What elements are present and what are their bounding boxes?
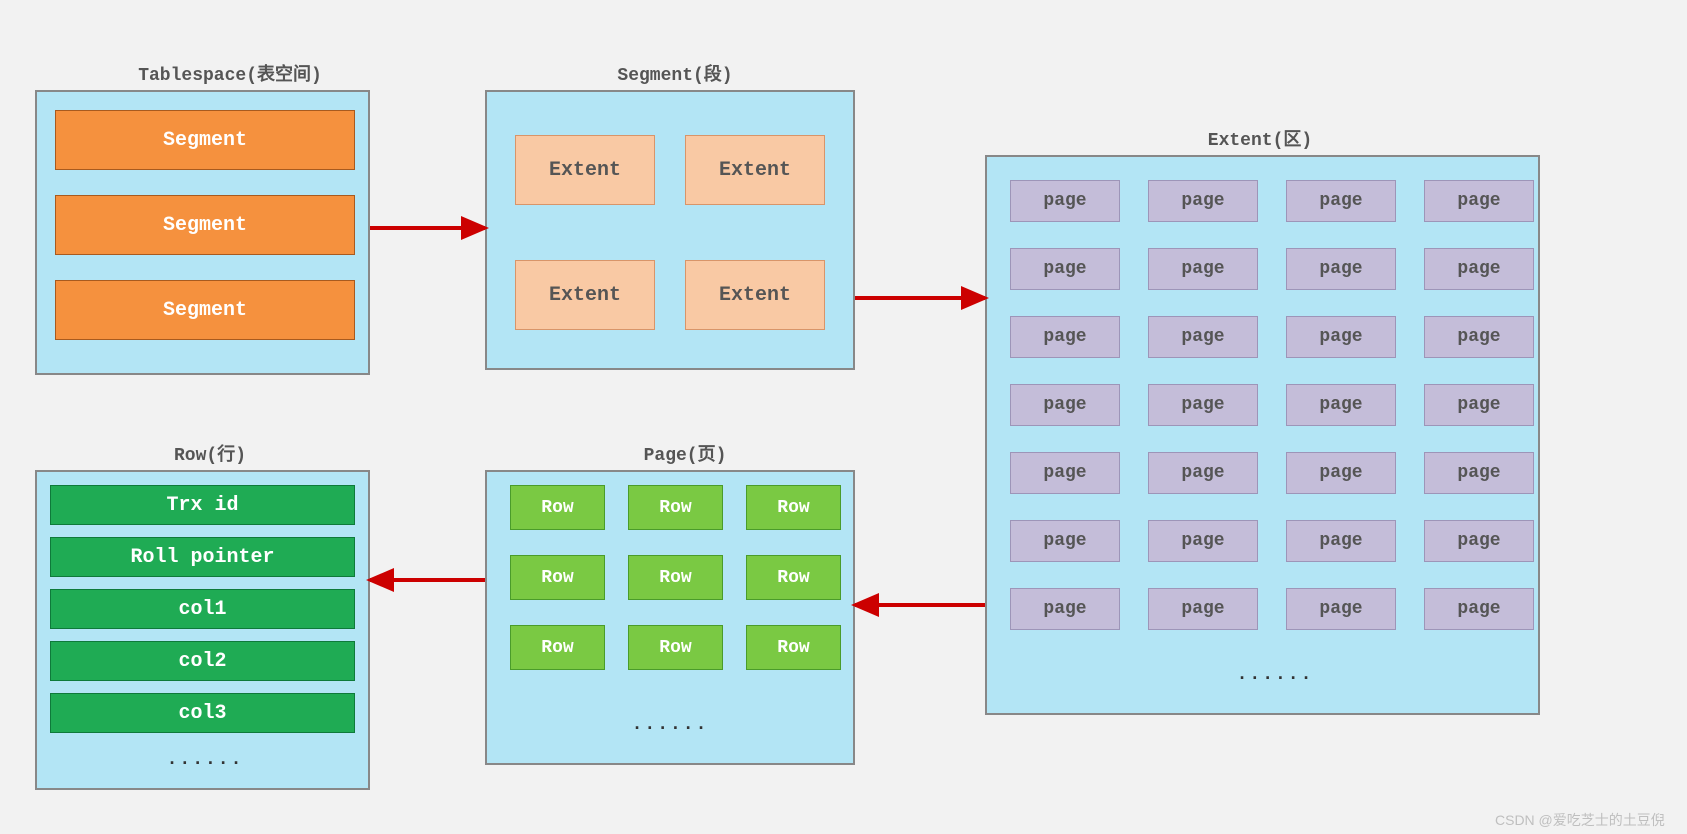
page-cell: page bbox=[1010, 248, 1120, 290]
page-cell: page bbox=[1286, 316, 1396, 358]
extent-item: Extent bbox=[515, 135, 655, 205]
page-cell: page bbox=[1148, 384, 1258, 426]
page-cell: page bbox=[1010, 384, 1120, 426]
extent-item: Extent bbox=[685, 135, 825, 205]
row-cell: Row bbox=[628, 625, 723, 670]
diagram-canvas: Tablespace(表空间) Segment(段) Extent(区) Page(页… bbox=[0, 0, 1687, 834]
page-cell: page bbox=[1424, 316, 1534, 358]
segment-title: Segment(段) bbox=[535, 60, 815, 86]
page-cell: page bbox=[1148, 520, 1258, 562]
row-cell: Row bbox=[510, 555, 605, 600]
page-cell: page bbox=[1286, 452, 1396, 494]
page-cell: page bbox=[1286, 588, 1396, 630]
row-cell: Row bbox=[628, 485, 723, 530]
page-ellipsis: ...... bbox=[610, 715, 730, 735]
row-cell: Row bbox=[510, 625, 605, 670]
segment-item: Segment bbox=[55, 280, 355, 340]
page-cell: page bbox=[1424, 588, 1534, 630]
page-cell: page bbox=[1286, 520, 1396, 562]
page-cell: page bbox=[1010, 316, 1120, 358]
page-cell: page bbox=[1286, 384, 1396, 426]
row-cell: Row bbox=[510, 485, 605, 530]
page-cell: page bbox=[1424, 520, 1534, 562]
page-cell: page bbox=[1010, 180, 1120, 222]
row-field: col2 bbox=[50, 641, 355, 681]
row-field: Trx id bbox=[50, 485, 355, 525]
segment-item: Segment bbox=[55, 110, 355, 170]
page-cell: page bbox=[1010, 452, 1120, 494]
page-cell: page bbox=[1010, 588, 1120, 630]
page-cell: page bbox=[1148, 248, 1258, 290]
tablespace-title: Tablespace(表空间) bbox=[90, 60, 370, 86]
extent-ellipsis: ...... bbox=[1200, 665, 1350, 685]
row-cell: Row bbox=[746, 625, 841, 670]
row-cell: Row bbox=[746, 485, 841, 530]
page-cell: page bbox=[1148, 316, 1258, 358]
page-cell: page bbox=[1424, 384, 1534, 426]
page-cell: page bbox=[1010, 520, 1120, 562]
page-cell: page bbox=[1424, 452, 1534, 494]
page-cell: page bbox=[1286, 180, 1396, 222]
page-cell: page bbox=[1286, 248, 1396, 290]
extent-title: Extent(区) bbox=[1120, 125, 1400, 151]
watermark: CSDN @爱吃芝士的土豆倪 bbox=[1495, 810, 1665, 830]
extent-item: Extent bbox=[515, 260, 655, 330]
segment-item: Segment bbox=[55, 195, 355, 255]
row-title: Row(行) bbox=[100, 440, 320, 466]
page-cell: page bbox=[1424, 180, 1534, 222]
row-field: Roll pointer bbox=[50, 537, 355, 577]
page-cell: page bbox=[1148, 452, 1258, 494]
row-field: col3 bbox=[50, 693, 355, 733]
page-cell: page bbox=[1148, 588, 1258, 630]
extent-item: Extent bbox=[685, 260, 825, 330]
row-cell: Row bbox=[628, 555, 723, 600]
page-cell: page bbox=[1148, 180, 1258, 222]
extent-box bbox=[985, 155, 1540, 715]
row-ellipsis: ...... bbox=[145, 750, 265, 770]
page-cell: page bbox=[1424, 248, 1534, 290]
row-field: col1 bbox=[50, 589, 355, 629]
row-cell: Row bbox=[746, 555, 841, 600]
page-title: Page(页) bbox=[545, 440, 825, 466]
